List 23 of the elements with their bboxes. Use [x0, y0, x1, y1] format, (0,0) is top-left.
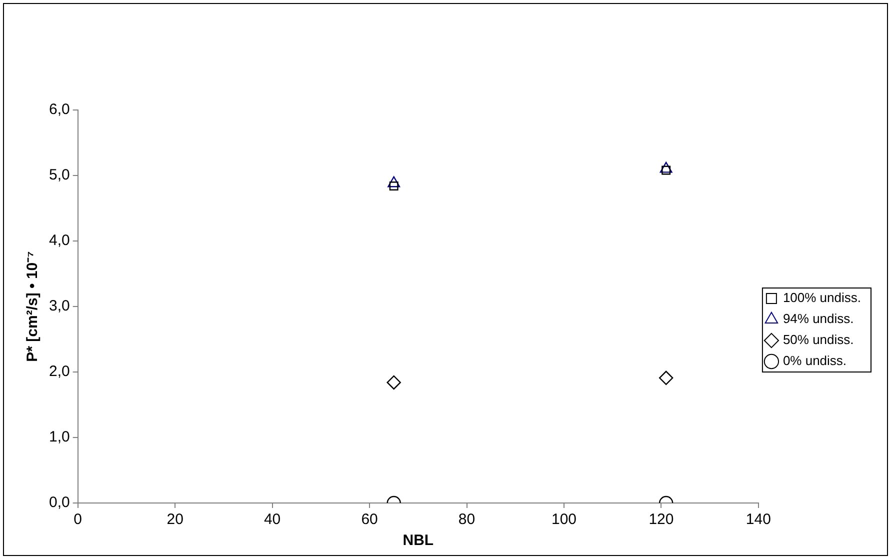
y-axis-title: P* [cm²/s] • 10⁻⁷: [24, 251, 42, 362]
point: [660, 162, 672, 173]
y-tick-label: 5,0: [48, 166, 70, 184]
x-tick-label: 40: [264, 511, 281, 528]
y-tick-label: 4,0: [48, 232, 70, 250]
x-tick-label: 140: [746, 511, 771, 528]
legend-label: 100% undiss.: [782, 290, 862, 306]
y-tick-label: 3,0: [48, 298, 70, 315]
y-tick-label: 0,0: [48, 494, 70, 512]
legend-label: 50% undiss.: [782, 332, 854, 348]
x-tick-label: 0: [74, 511, 82, 528]
y-tick-label: 1,0: [48, 428, 70, 446]
x-tick-label: 120: [648, 511, 674, 528]
x-tick-label: 20: [166, 511, 184, 528]
y-tick-label: 2,0: [48, 363, 70, 380]
legend-label: 0% undiss.: [782, 353, 847, 368]
point: [388, 176, 400, 188]
x-axis-title: NBL: [402, 532, 434, 550]
legend-label: 94% undiss.: [782, 311, 854, 326]
x-tick-label: 60: [361, 511, 378, 528]
x-tick-label: 100: [551, 511, 577, 528]
y-tick-label: 6,0: [48, 101, 70, 118]
x-tick-label: 80: [458, 511, 476, 528]
